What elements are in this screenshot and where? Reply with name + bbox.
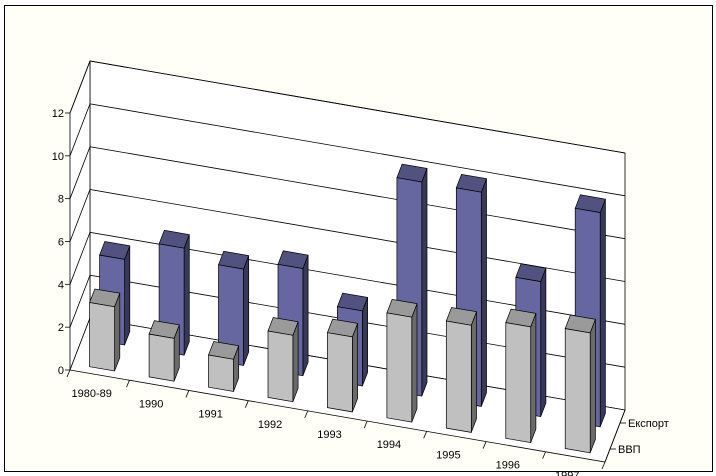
- x-tick-label: 1993: [317, 429, 341, 441]
- bar: [267, 330, 294, 403]
- gridline: [69, 60, 626, 154]
- series-label: ВВП: [618, 444, 641, 456]
- gridline: [69, 231, 626, 325]
- bar: [89, 302, 115, 372]
- bar: [327, 332, 353, 413]
- bar-side: [243, 255, 250, 366]
- bar: [505, 322, 532, 444]
- bar: [386, 312, 413, 423]
- y-tick-label: 0: [58, 365, 64, 377]
- depth-axis: [604, 409, 626, 463]
- bar-side: [480, 178, 487, 407]
- bar-side: [530, 313, 537, 443]
- y-tick-label: 10: [52, 151, 64, 163]
- x-tick-label: 1980-89: [72, 388, 112, 400]
- bar: [564, 328, 591, 454]
- bar-side: [599, 198, 606, 427]
- y-tick-label: 8: [58, 194, 64, 206]
- bar-side: [540, 267, 547, 417]
- y-tick-label: 4: [58, 279, 64, 291]
- gridline: [69, 103, 626, 197]
- x-tick-mark: [304, 410, 309, 419]
- bar: [208, 354, 234, 392]
- bar-side: [124, 245, 131, 346]
- bar-side: [183, 234, 190, 356]
- gridline: [69, 146, 626, 240]
- gridline: [69, 189, 626, 282]
- x-tick-mark: [423, 431, 428, 439]
- bar-side: [411, 303, 418, 423]
- bar-side: [362, 297, 368, 387]
- x-tick-mark: [482, 441, 487, 449]
- x-tick-label: 1997: [555, 470, 579, 476]
- x-tick-mark: [66, 369, 71, 378]
- bar-side: [470, 311, 477, 433]
- bar: [148, 333, 175, 382]
- x-tick-label: 1990: [139, 398, 163, 410]
- x-tick-mark: [363, 420, 368, 429]
- x-tick-label: 1992: [258, 419, 282, 431]
- y-tick-label: 12: [52, 108, 64, 120]
- x-tick-label: 1996: [496, 460, 520, 472]
- x-tick-label: 1991: [198, 409, 222, 421]
- bar-side: [352, 323, 358, 413]
- series-label: Експорт: [628, 418, 669, 430]
- bar-side: [302, 254, 309, 376]
- y-tick-label: 2: [58, 322, 64, 334]
- bar-side: [589, 319, 596, 453]
- x-tick-mark: [126, 380, 130, 388]
- x-tick-mark: [542, 451, 546, 459]
- x-tick-mark: [601, 461, 606, 470]
- x-tick-label: 1995: [436, 449, 460, 461]
- bar: [445, 320, 472, 433]
- bar-side: [421, 168, 428, 397]
- x-tick-label: 1994: [377, 439, 401, 451]
- x-tick-mark: [185, 390, 190, 398]
- x-tick-mark: [244, 400, 249, 408]
- y-tick-label: 6: [58, 237, 64, 249]
